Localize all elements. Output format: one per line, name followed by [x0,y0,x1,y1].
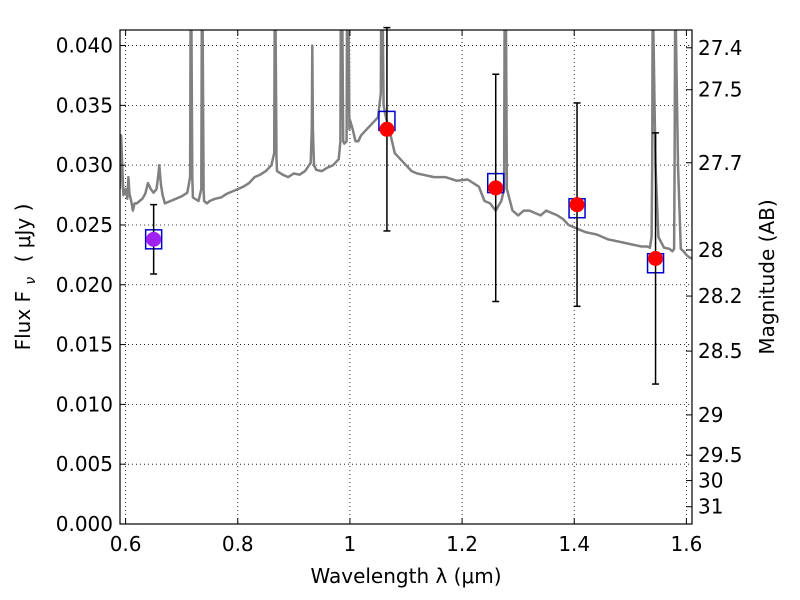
model-spectrum [120,30,692,260]
y2-tick-label: 28 [698,238,723,262]
y2-tick-label: 29.5 [698,443,743,467]
data-markers [144,26,665,385]
x-tick-label: 1.4 [558,532,590,556]
y-tick-label: 0.000 [56,512,113,536]
y-axis-label-unit: ( μJy ) [11,204,35,263]
y-tick-label: 0.025 [56,213,113,237]
y2-tick-label: 27.4 [698,36,743,60]
x-tick-label: 0.6 [110,532,142,556]
y2-tick-label: 27.5 [698,78,743,102]
x-axis-label: Wavelength λ (μm) [310,564,501,588]
y-tick-label: 0.020 [56,273,113,297]
y-tick-label: 0.010 [56,392,113,416]
observed-point [648,250,664,266]
y-axis-label: Flux F ν ( μJy ) [11,204,40,351]
y-tick-label: 0.035 [56,93,113,117]
x-tick-label: 1 [344,532,357,556]
y2-axis-label: Magnitude (AB) [755,199,779,354]
observed-point [146,231,162,247]
y-axis-label-subscript: ν [23,277,39,285]
observed-point [569,197,585,213]
y-tick-label: 0.005 [56,452,113,476]
y2-tick-label: 29 [698,403,723,427]
y-tick-label: 0.015 [56,333,113,357]
tick-labels: 0.6 0.8 1 1.2 1.4 1.6 0.000 0.005 0.010 0.015 0.02… [56,34,743,556]
y-axis-label-main: Flux F [11,291,35,350]
x-tick-label: 1.6 [670,532,702,556]
observed-point [379,121,395,137]
model-spectrum-line [120,30,692,260]
y-tick-label: 0.040 [56,34,113,58]
plot-frame [119,29,693,525]
x-tick-label: 1.2 [446,532,478,556]
axes [119,29,693,525]
y2-tick-label: 30 [698,469,723,493]
y2-tick-label: 27.7 [698,151,743,175]
y2-tick-label: 28.2 [698,284,743,308]
y2-tick-label: 28.5 [698,339,743,363]
y-tick-label: 0.030 [56,153,113,177]
observed-point [488,180,504,196]
x-tick-label: 0.8 [222,532,254,556]
svg-text:Flux F ν ( μJy ): Flux F ν ( μJy ) [11,204,40,351]
y2-tick-label: 31 [698,495,723,519]
